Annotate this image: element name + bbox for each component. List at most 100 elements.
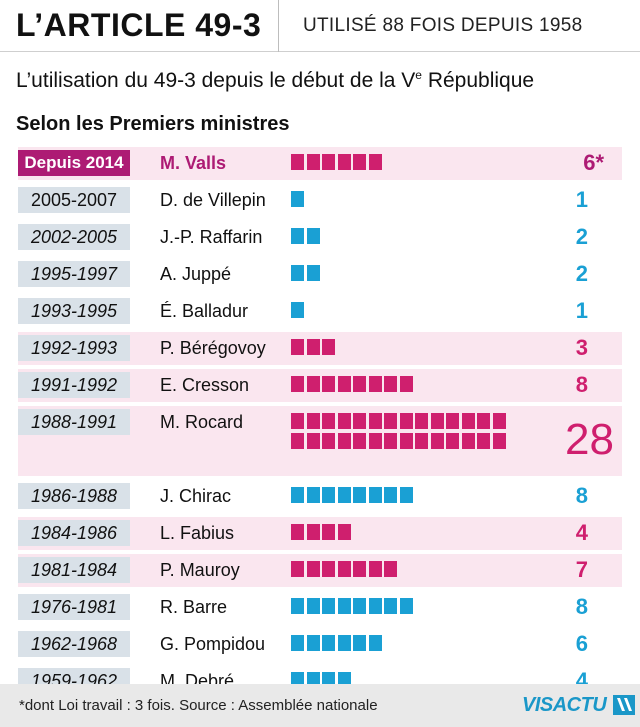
count-label: 6 xyxy=(575,631,588,656)
bar-unit xyxy=(291,302,304,318)
bar-unit xyxy=(384,598,397,614)
bar-unit xyxy=(291,191,304,207)
bar-unit xyxy=(337,598,351,614)
bar-unit xyxy=(337,376,351,392)
bar-unit xyxy=(399,433,413,449)
subtitle-suffix: République xyxy=(421,69,535,92)
bar-unit xyxy=(337,561,351,577)
bar-unit xyxy=(322,413,335,429)
bar-unit xyxy=(368,154,382,170)
bar-unit xyxy=(322,598,335,614)
bar-unit xyxy=(291,524,304,540)
count-label: 2 xyxy=(575,261,588,286)
prime-minister-label: J. Chirac xyxy=(160,486,232,506)
subtitle-text: L’utilisation du 49-3 depuis le début de… xyxy=(16,69,416,92)
chart-row: 1962-1968 G. Pompidou 6 xyxy=(18,628,622,661)
bar-unit xyxy=(399,413,413,429)
chart-row: 1984-1986 L. Fabius 4 xyxy=(18,517,622,550)
bar-unit xyxy=(399,487,413,503)
bar-unit xyxy=(291,228,304,244)
subtitle-superscript: e xyxy=(415,68,422,82)
bar-unit xyxy=(306,376,320,392)
prime-minister-label: J.-P. Raffarin xyxy=(160,227,263,247)
bar-unit xyxy=(291,561,304,577)
prime-minister-label: A. Juppé xyxy=(160,264,232,284)
count-label: 7 xyxy=(575,557,588,582)
chart-row: 1993-1995 É. Balladur 1 xyxy=(18,295,622,328)
bar-unit xyxy=(353,561,366,577)
footer-band: *dont Loi travail : 3 fois. Source : Ass… xyxy=(0,684,640,727)
logo-text: VISACTU xyxy=(522,694,607,716)
prime-minister-label: M. Rocard xyxy=(160,412,244,432)
bar-unit xyxy=(306,265,320,281)
chart-row: 1995-1997 A. Juppé 2 xyxy=(18,258,622,291)
bar-unit xyxy=(337,635,351,651)
bar-unit xyxy=(291,339,304,355)
bar-unit xyxy=(291,376,304,392)
bar-unit xyxy=(384,487,397,503)
prime-minister-label: E. Cresson xyxy=(160,375,250,395)
bar-unit xyxy=(399,598,413,614)
count-label: 6* xyxy=(583,150,604,175)
count-label: 3 xyxy=(575,335,588,360)
period-label: 1988-1991 xyxy=(18,409,130,435)
header-divider xyxy=(278,0,279,52)
prime-minister-label: P. Mauroy xyxy=(160,560,240,580)
prime-minister-label: D. de Villepin xyxy=(160,190,266,210)
bar-unit xyxy=(306,154,320,170)
bar-unit xyxy=(353,433,366,449)
bar-unit xyxy=(337,433,351,449)
bar-unit xyxy=(477,413,490,429)
bar-unit xyxy=(353,154,366,170)
period-label: 1962-1968 xyxy=(18,631,130,657)
brand-logo: VISACTU xyxy=(522,694,635,718)
bar-unit xyxy=(368,635,382,651)
bar-unit xyxy=(430,413,444,429)
count-label: 8 xyxy=(575,594,588,619)
chart-subtitle: L’utilisation du 49-3 depuis le début de… xyxy=(16,68,534,93)
prime-minister-label: G. Pompidou xyxy=(160,634,266,654)
bar-unit xyxy=(291,433,304,449)
chart-row: 1991-1992 E. Cresson 8 xyxy=(18,369,622,402)
bar-unit xyxy=(353,598,366,614)
bar-unit xyxy=(461,413,475,429)
bar-unit xyxy=(430,433,444,449)
count-label: 28 xyxy=(565,415,614,464)
chart-row: 1986-1988 J. Chirac 8 xyxy=(18,480,622,513)
period-label: 1986-1988 xyxy=(18,483,130,509)
bar-unit xyxy=(353,413,366,429)
bar-unit xyxy=(306,524,320,540)
bar-unit xyxy=(322,433,335,449)
bar-unit xyxy=(368,487,382,503)
period-label: 1981-1984 xyxy=(18,557,130,583)
bar-unit xyxy=(446,433,459,449)
footnote: *dont Loi travail : 3 fois. Source : Ass… xyxy=(19,697,378,714)
section-heading: Selon les Premiers ministres xyxy=(16,113,290,135)
bar-unit xyxy=(368,433,382,449)
bar-unit xyxy=(368,598,382,614)
prime-minister-label: R. Barre xyxy=(160,597,228,617)
chart-row: 1988-1991 M. Rocard 28 xyxy=(18,406,622,476)
period-label: 1984-1986 xyxy=(18,520,130,546)
bar-unit xyxy=(353,487,366,503)
bar-unit xyxy=(291,635,304,651)
bar-unit xyxy=(368,413,382,429)
bar-unit xyxy=(322,154,335,170)
chart-row: 1981-1984 P. Mauroy 7 xyxy=(18,554,622,587)
count-label: 8 xyxy=(575,483,588,508)
bar-unit xyxy=(322,487,335,503)
chart-row: 1976-1981 R. Barre 8 xyxy=(18,591,622,624)
bar-unit xyxy=(291,265,304,281)
count-label: 4 xyxy=(575,520,588,545)
bar-unit xyxy=(306,433,320,449)
bar-unit xyxy=(322,561,335,577)
logo-mark-icon xyxy=(612,695,635,715)
count-label: 2 xyxy=(575,224,588,249)
period-label: 2002-2005 xyxy=(18,224,130,250)
period-label: 1995-1997 xyxy=(18,261,130,287)
bar-unit xyxy=(492,433,506,449)
bar-unit xyxy=(446,413,459,429)
prime-minister-label: M. Valls xyxy=(160,153,227,173)
bar-unit xyxy=(306,413,320,429)
chart-row: 1992-1993 P. Bérégovoy 3 xyxy=(18,332,622,365)
